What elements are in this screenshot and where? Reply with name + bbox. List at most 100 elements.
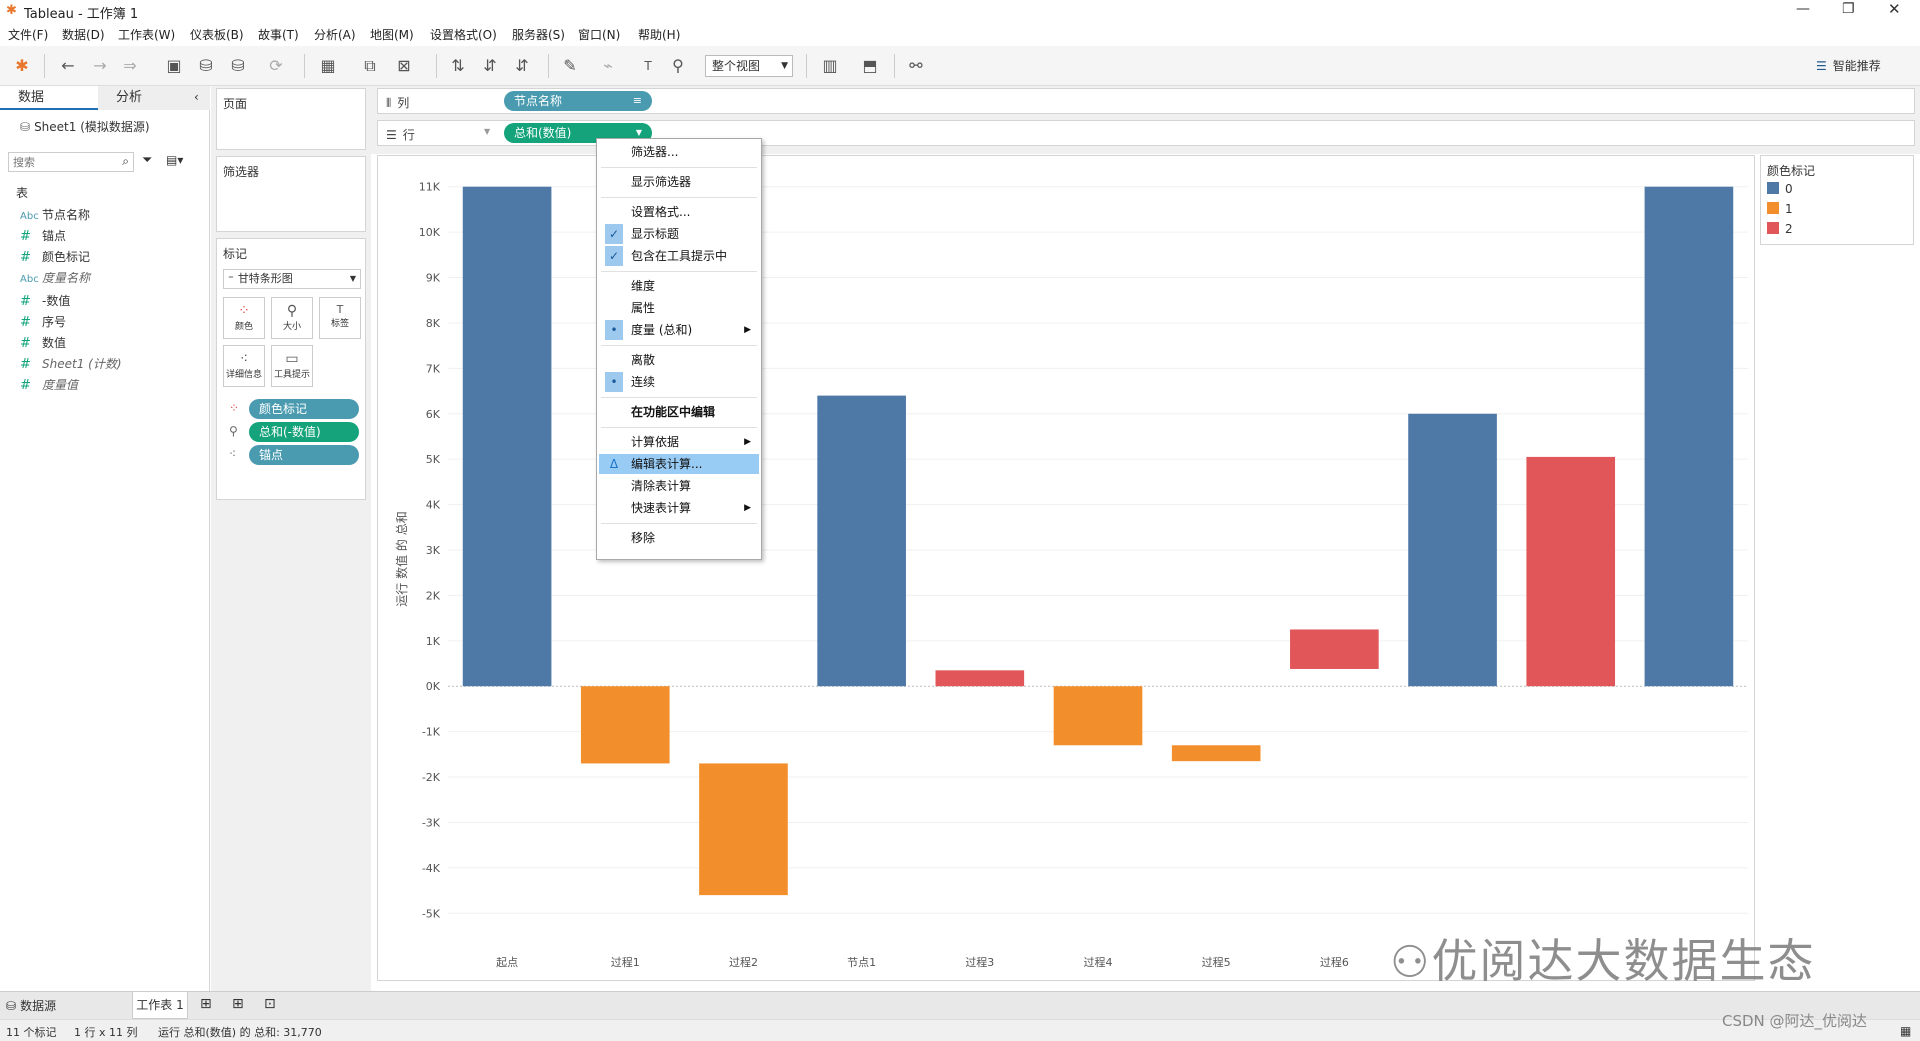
duplicate-sheet-icon[interactable]: ⧉ [364,56,376,75]
legend-item[interactable]: 2 [1767,220,1793,238]
bar[interactable] [580,686,670,764]
menu-item[interactable]: 离散 [599,350,759,370]
new-story-icon[interactable]: ⊡ [264,996,276,1012]
tableau-home-icon[interactable]: ✱ [15,56,29,75]
menu-item[interactable]: 维度 [599,276,759,296]
new-dashboard-icon[interactable]: ⊞ [232,996,244,1012]
menu-item[interactable]: • 连续 [599,372,759,392]
field-item[interactable]: Abc 度量名称 [20,269,90,287]
field-search-input[interactable] [9,153,109,171]
show-cards-icon[interactable]: ▥ [822,56,838,75]
highlight-icon[interactable]: ✎ [563,56,577,75]
field-item[interactable]: # Sheet1 (计数) [20,355,122,373]
chart-view[interactable]: 11K 10K 9K 8K 7K 6K 5K 4K 3K 2K 1K 0K -1K -2K -3K -4K -5… [377,155,1755,981]
bar[interactable] [1644,186,1734,687]
fit-select[interactable]: 整个视图 ▼ [705,55,793,77]
menu-item[interactable]: Δ 编辑表计算... [599,454,759,474]
new-worksheet-icon[interactable]: ⊞ [200,996,212,1012]
field-item[interactable]: Abc 节点名称 [20,206,90,224]
color-mark-pill[interactable]: 颜色标记 [249,399,359,419]
bar[interactable] [1053,686,1143,746]
menu-dashboard[interactable]: 仪表板(B) [190,28,244,42]
tab-data[interactable]: 数据 [0,86,98,110]
size-mark-pill[interactable]: 总和(-数值) [249,422,359,442]
menu-data[interactable]: 数据(D) [62,28,105,42]
bar[interactable] [1290,629,1379,669]
swap-icon[interactable]: ⇅ [451,56,465,75]
menu-server[interactable]: 服务器(S) [512,28,565,42]
pages-card[interactable]: 页面 [216,88,366,150]
tab-datasource[interactable]: ⛁ 数据源 [6,997,56,1014]
datasource-item[interactable]: ⛁ Sheet1 (模拟数据源) [20,118,150,135]
color-mark-button[interactable]: ⁘ 颜色 [223,297,265,339]
share-icon[interactable]: ⚯ [909,56,923,75]
close-icon[interactable]: ✕ [1888,0,1901,18]
redo-icon[interactable]: → [93,56,107,75]
menu-worksheet[interactable]: 工作表(W) [118,28,176,42]
bar[interactable] [1171,745,1261,762]
menu-file[interactable]: 文件(F) [8,28,49,42]
field-item[interactable]: # 数值 [20,334,66,352]
show-me-button[interactable]: ☰ 智能推荐 [1816,56,1881,76]
menu-item[interactable]: 快速表计算 ▶ [599,498,759,518]
collapse-pane-icon[interactable]: ‹ [194,90,199,104]
menu-item[interactable]: 设置格式... [599,202,759,222]
restore-icon[interactable]: ❐ [1842,1,1855,17]
legend-item[interactable]: 1 [1767,200,1793,218]
bar[interactable] [817,395,906,687]
new-worksheet-icon[interactable]: ▦ [320,56,336,75]
menu-item[interactable]: • 度量 (总和) ▶ [599,320,759,340]
menu-item[interactable]: 计算依据 ▶ [599,432,759,452]
clear-sheet-icon[interactable]: ⊠ [397,56,411,75]
labels-icon[interactable]: T [644,59,652,73]
columns-pill[interactable]: 节点名称 ≡ [504,91,652,111]
mark-type-select[interactable]: ⁼ 甘特条形图 ▼ [223,269,361,289]
presentation-icon[interactable]: ⬒ [862,56,878,75]
filters-card[interactable]: 筛选器 [216,156,366,232]
menu-item[interactable]: ✓ 包含在工具提示中 [599,246,759,266]
pause-updates-icon[interactable]: ⛁ [231,56,245,75]
field-item[interactable]: # 度量值 [20,376,78,394]
columns-shelf[interactable]: ⦀ 列 节点名称 ≡ [377,88,1915,114]
size-mark-button[interactable]: ⚲ 大小 [271,297,313,339]
menu-format[interactable]: 设置格式(O) [430,28,497,42]
save-icon[interactable]: ▣ [166,56,182,75]
refresh-icon[interactable]: ⟳ [269,56,283,75]
menu-window[interactable]: 窗口(N) [578,28,621,42]
bar[interactable] [935,670,1025,687]
field-item[interactable]: # 锚点 [20,227,66,245]
label-mark-button[interactable]: T 标签 [319,297,361,339]
field-search-box[interactable]: ⌕ [8,152,134,172]
menu-item[interactable]: 移除 [599,528,759,548]
tooltip-mark-button[interactable]: ▭ 工具提示 [271,345,313,387]
color-legend[interactable]: 颜色标记 0 1 2 [1760,155,1914,245]
bar[interactable] [1408,413,1497,687]
bars[interactable] [462,186,1734,896]
minimize-icon[interactable]: — [1796,1,1810,17]
sort-descending-icon[interactable]: ⇵ [515,56,529,75]
menu-item[interactable]: ✓ 显示标题 [599,224,759,244]
bar[interactable] [1526,456,1616,687]
undo-icon[interactable]: ← [61,56,75,75]
sort-ascending-icon[interactable]: ⇵ [483,56,497,75]
new-datasource-icon[interactable]: ⛁ [199,56,213,75]
menu-item[interactable]: 在功能区中编辑 [599,402,759,422]
legend-item[interactable]: 0 [1767,180,1793,198]
bar[interactable] [699,763,788,896]
menu-item[interactable]: 清除表计算 [599,476,759,496]
menu-map[interactable]: 地图(M) [370,28,414,42]
replay-icon[interactable]: ⇒ [123,56,137,75]
menu-help[interactable]: 帮助(H) [638,28,681,42]
detail-mark-pill[interactable]: 锚点 [249,445,359,465]
menu-item[interactable]: 显示筛选器 [599,172,759,192]
filter-icon[interactable]: ⏷ [142,153,153,168]
menu-item[interactable]: 筛选器... [599,142,759,162]
tab-sheet1[interactable]: 工作表 1 [132,992,188,1019]
field-item[interactable]: # -数值 [20,292,70,310]
waterfall-chart[interactable]: 11K 10K 9K 8K 7K 6K 5K 4K 3K 2K 1K 0K -1K -2K -3K -4K -5… [378,156,1756,982]
view-options-icon[interactable]: ▤▾ [166,153,184,167]
tab-analysis[interactable]: 分析 [98,86,210,110]
detail-mark-button[interactable]: ⁖ 详细信息 [223,345,265,387]
status-view-icon[interactable]: ▦ [1900,1024,1912,1038]
pin-icon[interactable]: ⚲ [672,56,684,75]
